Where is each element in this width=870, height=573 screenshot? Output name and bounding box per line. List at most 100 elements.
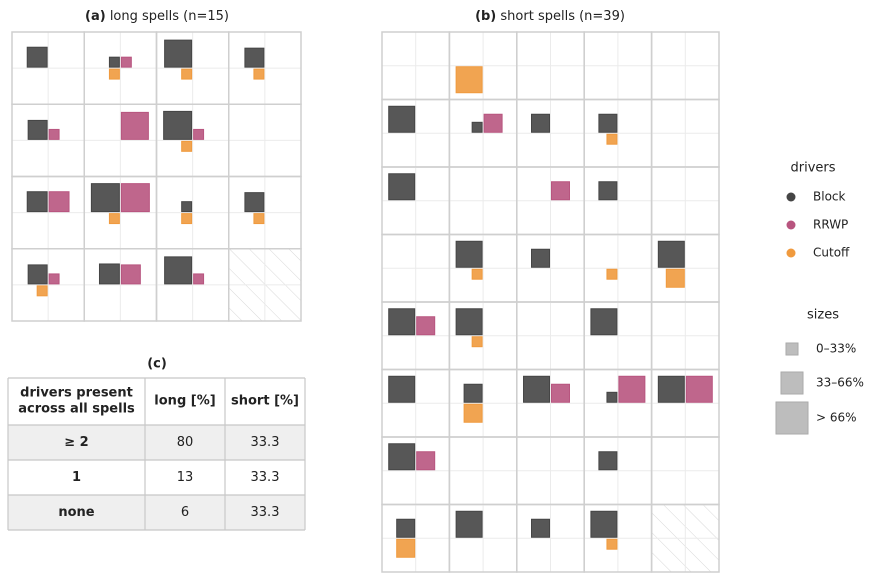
legend-label: Cutoff [813, 246, 850, 260]
driver-square [181, 213, 193, 225]
driver-square [388, 105, 416, 133]
driver-square [685, 375, 713, 403]
driver-square [388, 443, 416, 471]
driver-square [551, 383, 570, 403]
driver-square [483, 113, 503, 133]
driver-square [36, 285, 48, 297]
size-legend-label: 0–33% [816, 342, 856, 356]
legend-marker [786, 248, 796, 258]
driver-square [657, 375, 685, 403]
driver-square [463, 403, 483, 423]
driver-square [164, 39, 193, 68]
panel-title: (b) short spells (n=39) [475, 9, 625, 24]
driver-square [193, 273, 205, 285]
driver-square [108, 213, 120, 225]
driver-square [598, 451, 618, 471]
driver-square [455, 308, 483, 336]
table-label: (c) [147, 357, 167, 372]
driver-square [598, 113, 618, 133]
driver-square [388, 173, 416, 201]
panel-title-text: long spells (n=15) [110, 9, 229, 24]
panel-title-text: short spells (n=39) [500, 9, 625, 24]
driver-square [471, 121, 483, 133]
size-legend-square [780, 371, 804, 395]
table-cell: 13 [177, 470, 194, 485]
driver-square [416, 451, 436, 471]
driver-square [396, 538, 416, 558]
cell-border [228, 248, 302, 322]
table-header: long [%] [154, 394, 215, 409]
table-cell: none [58, 505, 94, 520]
driver-square [455, 510, 483, 538]
driver-square [27, 119, 48, 140]
driver-square [108, 68, 120, 80]
cell-border [650, 503, 720, 573]
table-header: across all spells [18, 402, 135, 417]
size-legend-label: 33–66% [816, 376, 864, 390]
legend-title: drivers [790, 161, 835, 176]
table-cell: 6 [181, 505, 189, 520]
driver-square [606, 268, 618, 280]
driver-square [471, 336, 483, 348]
driver-square [90, 183, 120, 213]
driver-square [606, 391, 618, 403]
driver-square [120, 111, 149, 140]
driver-square [48, 191, 70, 213]
driver-square [590, 510, 618, 538]
driver-square [181, 201, 193, 213]
driver-square [531, 248, 550, 268]
legend-label: Block [813, 190, 846, 204]
driver-square [193, 128, 205, 140]
size-legend-label: > 66% [816, 411, 857, 425]
driver-square [606, 133, 618, 145]
driver-square [531, 518, 550, 538]
driver-square [253, 68, 265, 80]
table-cell: 33.3 [251, 505, 280, 520]
driver-square [98, 263, 120, 285]
table-cell: ≥ 2 [64, 435, 88, 450]
driver-square [590, 308, 618, 336]
driver-square [388, 308, 416, 336]
legend-marker [786, 220, 796, 230]
driver-square [181, 68, 193, 80]
table-cell: 33.3 [251, 470, 280, 485]
panel-label: (a) [85, 9, 106, 24]
driver-square [618, 375, 646, 403]
driver-square [551, 181, 570, 201]
table-header: drivers present [20, 386, 133, 401]
driver-square [396, 518, 416, 538]
driver-square [48, 128, 60, 140]
legend-title: sizes [807, 308, 839, 323]
legend-label: RRWP [813, 218, 848, 232]
panel-title: (a) long spells (n=15) [85, 9, 229, 24]
driver-square [26, 46, 48, 68]
driver-square [244, 192, 265, 213]
driver-square [108, 56, 120, 68]
driver-square [120, 183, 150, 213]
driver-square [531, 113, 550, 133]
driver-square [253, 213, 265, 225]
legend-marker [786, 192, 796, 202]
driver-square [388, 375, 416, 403]
driver-square [657, 240, 685, 268]
driver-square [163, 110, 193, 140]
driver-square [606, 538, 618, 550]
table-cell: 33.3 [251, 435, 280, 450]
row-bg [8, 495, 305, 530]
size-legend-square [785, 342, 799, 356]
driver-square [120, 56, 132, 68]
size-legend-square [775, 401, 809, 435]
driver-square [471, 268, 483, 280]
driver-square [120, 264, 141, 285]
driver-square [455, 240, 483, 268]
table-cell: 80 [177, 435, 194, 450]
driver-square [455, 66, 483, 94]
panel-label: (b) [475, 9, 496, 24]
driver-square [181, 140, 193, 152]
driver-square [665, 268, 685, 288]
table-header: short [%] [231, 394, 299, 409]
driver-square [27, 264, 48, 285]
table-cell: 1 [72, 470, 81, 485]
driver-square [463, 383, 483, 403]
